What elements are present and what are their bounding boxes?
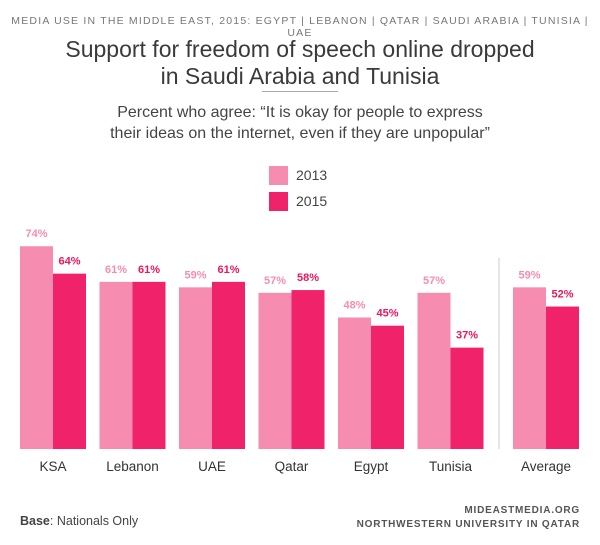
chart-subtitle-line-1: Percent who agree: “It is okay for peopl… (117, 104, 483, 121)
bar-qatar-2015 (291, 290, 325, 449)
bar-average-2013 (513, 287, 546, 449)
value-label-qatar-2015: 58% (297, 272, 319, 284)
source-line-2: NORTHWESTERN UNIVERSITY IN QATAR (356, 519, 580, 530)
chart-subtitle: Percent who agree: “It is okay for peopl… (40, 102, 560, 144)
value-label-ksa-2013: 74% (25, 228, 47, 240)
bar-ksa-2015 (53, 273, 86, 449)
chart-title-line-1: Support for freedom of speech online dro… (65, 36, 535, 62)
kicker: MEDIA USE IN THE MIDDLE EAST, 2015: EGYP… (11, 15, 589, 39)
legend-item-2013: 2013 (269, 164, 327, 186)
category-label-average: Average (521, 459, 571, 474)
legend-label-2015: 2015 (296, 193, 328, 209)
base-note: Base: Nationals Only (20, 514, 138, 528)
value-label-lebanon-2015: 61% (138, 264, 160, 276)
legend-swatch-2015 (269, 191, 288, 211)
bar-ksa-2013 (20, 246, 53, 449)
value-label-tunisia-2015: 37% (456, 330, 478, 342)
value-label-uae-2015: 61% (217, 264, 239, 276)
legend-item-2015: 2015 (269, 190, 327, 212)
bar-egypt-2013 (338, 317, 371, 449)
category-label-ksa: KSA (39, 459, 66, 474)
chart-subtitle-line-2: their ideas on the internet, even if the… (110, 125, 490, 142)
category-label-uae: UAE (198, 459, 226, 474)
category-label-lebanon: Lebanon (106, 459, 159, 474)
title-divider (262, 91, 338, 92)
value-label-egypt-2015: 45% (376, 308, 398, 320)
value-label-qatar-2013: 57% (264, 275, 286, 287)
bar-uae-2015 (212, 281, 245, 449)
chart-title-line-2: in Saudi Arabia and Tunisia (160, 63, 440, 89)
category-label-egypt: Egypt (354, 459, 389, 474)
bar-lebanon-2015 (132, 281, 166, 449)
value-label-tunisia-2013: 57% (423, 275, 445, 287)
base-note-label: Base (20, 514, 50, 528)
bar-uae-2013 (179, 287, 212, 449)
legend: 2013 2015 (269, 164, 327, 216)
value-label-average-2013: 59% (518, 269, 540, 281)
category-label-tunisia: Tunisia (429, 459, 473, 474)
legend-swatch-2013 (269, 165, 288, 185)
source-line-1: MIDEASTMEDIA.ORG (464, 505, 580, 516)
value-label-lebanon-2013: 61% (105, 264, 127, 276)
bar-tunisia-2013 (417, 292, 451, 449)
value-label-egypt-2013: 48% (343, 299, 365, 311)
legend-label-2013: 2013 (296, 167, 328, 183)
bar-egypt-2015 (371, 325, 404, 449)
value-label-average-2015: 52% (551, 289, 573, 301)
bar-lebanon-2013 (99, 281, 133, 449)
value-label-ksa-2015: 64% (58, 256, 80, 268)
base-note-text: : Nationals Only (49, 514, 139, 528)
bar-tunisia-2015 (450, 347, 484, 449)
source-credit: MIDEASTMEDIA.ORG NORTHWESTERN UNIVERSITY… (357, 504, 580, 532)
value-label-uae-2013: 59% (184, 269, 206, 281)
bar-average-2015 (546, 306, 579, 449)
bar-qatar-2013 (258, 292, 292, 449)
category-label-qatar: Qatar (275, 459, 309, 474)
chart-title: Support for freedom of speech online dro… (40, 36, 560, 90)
